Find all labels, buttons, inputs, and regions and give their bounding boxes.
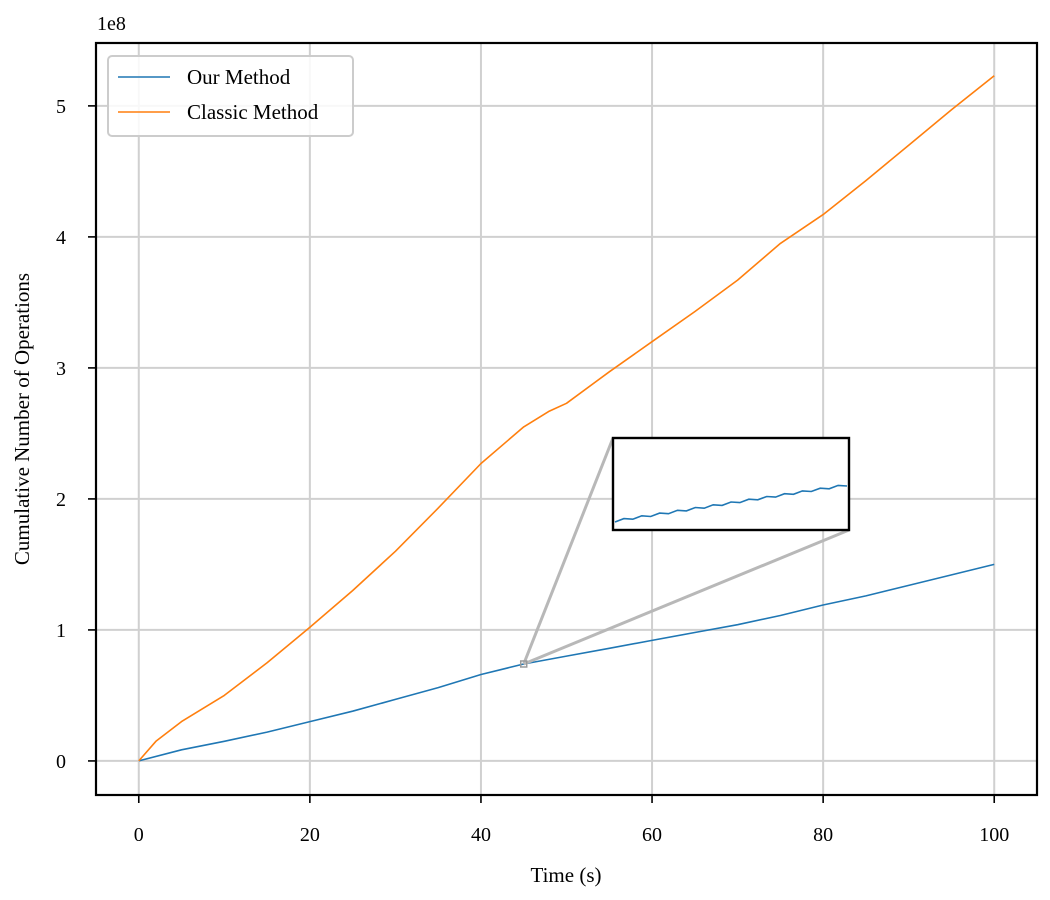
- legend-label: Classic Method: [187, 100, 319, 124]
- x-tick-label: 0: [134, 824, 144, 846]
- x-axis-label: Time (s): [531, 863, 602, 887]
- y-axis-label: Cumulative Number of Operations: [10, 273, 34, 565]
- legend: Our Method Classic Method: [107, 55, 354, 137]
- series-line-our-method: [138, 563, 995, 762]
- ticks: 0 20 40 60 80 100 0 1 2 3 4 5: [56, 96, 1009, 846]
- inset-zoom-region: [519, 660, 528, 668]
- x-tick-label: 100: [979, 824, 1009, 846]
- inset-zoom: [611, 436, 851, 532]
- y-tick-label: 0: [56, 751, 66, 773]
- inset-frame: [611, 436, 851, 532]
- inset-connectors: [519, 437, 850, 668]
- y-tick-label: 2: [56, 489, 66, 511]
- x-tick-label: 20: [300, 824, 320, 846]
- x-tick-label: 40: [471, 824, 491, 846]
- x-tick-label: 80: [813, 824, 833, 846]
- legend-box: [107, 55, 354, 137]
- y-tick-label: 5: [56, 96, 66, 118]
- series-lines: [138, 75, 995, 762]
- y-tick-label: 4: [56, 227, 66, 249]
- axes-frame: [94, 41, 1039, 797]
- y-offset-label: 1e8: [97, 13, 126, 35]
- x-tick-label: 60: [642, 824, 662, 846]
- series-line-classic-method: [138, 75, 995, 762]
- inset-connector-top: [522, 437, 615, 665]
- inset-background: [613, 438, 849, 530]
- y-tick-label: 1: [56, 620, 66, 642]
- inset-connector-bottom: [523, 528, 850, 666]
- inset-series-line: [614, 484, 848, 523]
- legend-label: Our Method: [187, 65, 291, 89]
- y-tick-label: 3: [56, 358, 66, 380]
